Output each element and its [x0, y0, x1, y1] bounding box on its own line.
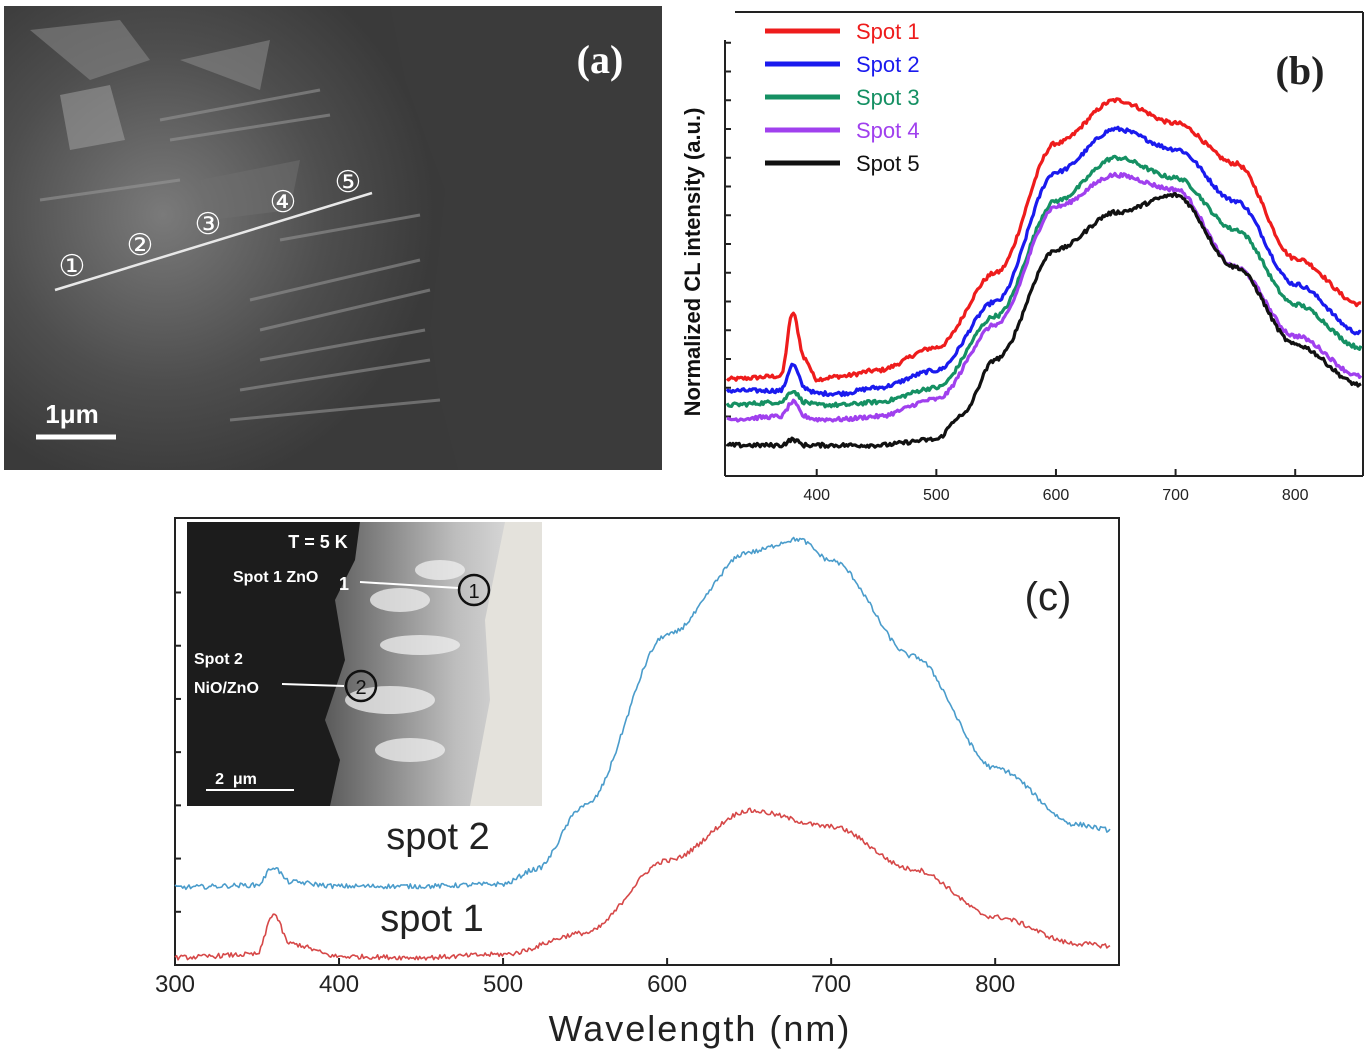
series-line-spot-1 — [725, 97, 1362, 383]
chart-b-xticks: 400 500 600 700 800 — [803, 469, 1309, 504]
inset-spot2-marker: 2 — [355, 677, 366, 699]
series-line-spot-2 — [725, 125, 1362, 398]
x-tick-label: 500 — [923, 487, 950, 504]
spot-line — [54, 191, 373, 292]
series-label-spot-2: spot 2 — [386, 816, 490, 858]
legend-label: Spot 4 — [856, 118, 920, 143]
series-line-spot-3 — [725, 154, 1363, 409]
x-tick-label: 800 — [1282, 487, 1309, 504]
x-tick-label: 700 — [811, 971, 851, 998]
inset-spot2-label-1: Spot 2 — [194, 651, 243, 668]
chart-c-frame — [174, 517, 1120, 966]
spot-marker-5: ⑤ — [335, 165, 362, 200]
chart-c-xlabel: Wavelength (nm) — [549, 1008, 852, 1049]
panel-c: 300 400 500 600 700 800 Wavelength (nm) (c) s… — [155, 517, 1120, 1049]
panel-a: ① ② ③ ④ ⑤ (a) 1μm — [4, 6, 662, 470]
series-line-spot-2 — [174, 536, 1111, 891]
legend-label: Spot 3 — [856, 85, 920, 110]
legend-label: Spot 1 — [856, 19, 920, 44]
sem-image-a-texture — [30, 20, 441, 422]
inset-spot1-circle — [457, 573, 491, 607]
inset-surface — [470, 522, 542, 806]
x-tick-label: 600 — [647, 971, 687, 998]
series-line-spot-1 — [174, 807, 1111, 961]
inset-temperature: T = 5 K — [288, 532, 348, 552]
chart-b-axes — [724, 11, 1364, 477]
inset-scale-bar-label: 2 μm — [215, 771, 257, 788]
chart-c-series — [174, 536, 1111, 961]
inset-spot2-label-2: NiO/ZnO — [194, 680, 259, 697]
x-tick-label: 400 — [803, 487, 830, 504]
series-line-spot-4 — [726, 171, 1363, 423]
series-label-spot-1: spot 1 — [380, 898, 484, 940]
chart-c-yticks — [175, 591, 181, 913]
spot-marker-1: ① — [59, 249, 86, 284]
spot-marker-3: ③ — [195, 207, 222, 242]
scale-bar-a-label: 1μm — [45, 399, 99, 429]
x-tick-label: 600 — [1043, 487, 1070, 504]
inset-spot2-pointer — [281, 683, 345, 687]
panel-c-label: (c) — [1025, 575, 1072, 619]
x-tick-label: 800 — [975, 971, 1015, 998]
panel-b-label: (b) — [1276, 48, 1325, 93]
x-tick-label: 500 — [483, 971, 523, 998]
x-tick-label: 700 — [1162, 487, 1189, 504]
inset-texture — [345, 560, 465, 762]
inset-spot1-label: Spot 1 ZnO — [233, 569, 318, 586]
x-tick-label: 400 — [319, 971, 359, 998]
series-line-spot-5 — [726, 192, 1362, 449]
inset-spot1-index: 1 — [339, 574, 349, 594]
chart-b-series — [725, 97, 1363, 449]
chart-b-legend: Spot 1 Spot 2 Spot 3 Spot 4 Spot 5 — [765, 19, 920, 176]
panel-a-label: (a) — [577, 37, 624, 82]
inset-spot2-circle — [344, 669, 378, 703]
chart-b-ylabel: Normalized CL intensity (a.u.) — [680, 108, 705, 417]
spot-marker-4: ④ — [270, 185, 297, 220]
panel-b: 400 500 600 700 800 Normalized CL intensity … — [680, 11, 1364, 504]
legend-label: Spot 5 — [856, 151, 920, 176]
legend-label: Spot 2 — [856, 52, 920, 77]
inset-spot1-pointer — [359, 581, 459, 589]
inset-sem-image: T = 5 K Spot 1 ZnO 1 1 Spot 2 NiO/ZnO 2 … — [187, 522, 542, 806]
x-tick-label: 300 — [155, 971, 195, 998]
inset-spot1-marker: 1 — [468, 581, 479, 603]
spot-marker-2: ② — [127, 228, 154, 263]
chart-c-xticks: 300 400 500 600 700 800 — [155, 958, 1015, 998]
